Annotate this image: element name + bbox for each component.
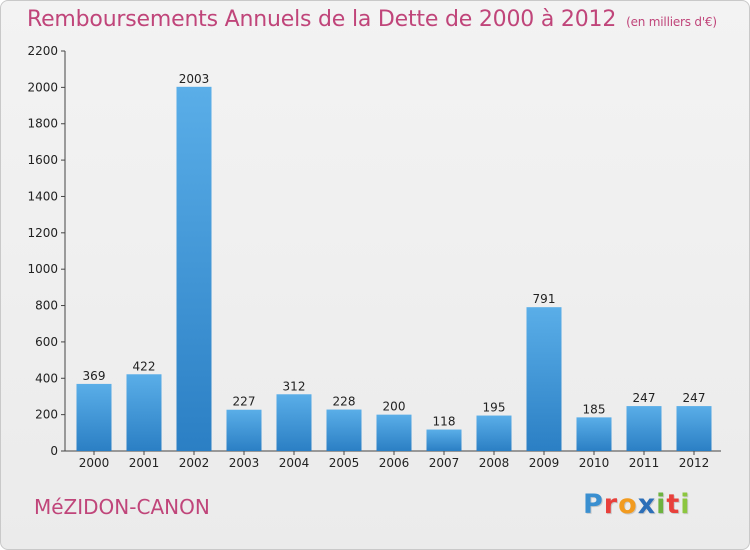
bar-2008 bbox=[476, 415, 512, 451]
x-tick-label-2006: 2006 bbox=[379, 456, 410, 470]
y-tick-label: 1800 bbox=[27, 117, 58, 131]
x-tick-label-2011: 2011 bbox=[629, 456, 660, 470]
data-label-2005: 228 bbox=[333, 395, 356, 409]
bar-2001 bbox=[126, 374, 162, 451]
y-tick-label: 2200 bbox=[27, 44, 58, 58]
proxiti-logo[interactable]: Proxiti bbox=[583, 489, 691, 520]
bar-2011 bbox=[626, 406, 662, 451]
data-label-2002: 2003 bbox=[179, 72, 210, 86]
bar-2002 bbox=[176, 86, 212, 452]
bar-2004 bbox=[276, 394, 312, 451]
x-tick-label-2008: 2008 bbox=[479, 456, 510, 470]
y-tick-label: 1000 bbox=[27, 262, 58, 276]
bar-2009 bbox=[526, 307, 562, 451]
x-tick-label-2012: 2012 bbox=[679, 456, 710, 470]
bar-2003 bbox=[226, 409, 262, 451]
data-label-2010: 185 bbox=[583, 402, 606, 416]
data-label-2011: 247 bbox=[633, 391, 656, 405]
data-label-2003: 227 bbox=[233, 395, 256, 409]
y-tick-label: 2000 bbox=[27, 80, 58, 94]
data-label-2001: 422 bbox=[133, 359, 156, 373]
y-tick-label: 600 bbox=[35, 335, 58, 349]
x-tick-label-2004: 2004 bbox=[279, 456, 310, 470]
x-tick-label-2010: 2010 bbox=[579, 456, 610, 470]
y-tick-label: 200 bbox=[35, 408, 58, 422]
place-name: MéZIDON-CANON bbox=[34, 495, 210, 519]
x-tick-label-2005: 2005 bbox=[329, 456, 360, 470]
data-label-2004: 312 bbox=[283, 379, 306, 393]
data-label-2006: 200 bbox=[383, 400, 406, 414]
x-tick-label-2009: 2009 bbox=[529, 456, 560, 470]
y-tick-label: 800 bbox=[35, 299, 58, 313]
bar-2000 bbox=[76, 383, 112, 451]
bar-2010 bbox=[576, 417, 612, 451]
bar-2005 bbox=[326, 409, 362, 451]
x-tick-label-2003: 2003 bbox=[229, 456, 260, 470]
chart-bars: 369 422 2003 227 312 228 200 118 195 791 185 247 247 bbox=[76, 72, 712, 452]
data-label-2009: 791 bbox=[533, 292, 556, 306]
bar-2012 bbox=[676, 406, 712, 451]
chart-title: Remboursements Annuels de la Dette de 20… bbox=[27, 7, 717, 32]
chart-axes: 0 200 400 600 800 1000 1200 1400 1600 1800 2000 220… bbox=[27, 44, 721, 470]
data-label-2007: 118 bbox=[433, 415, 456, 429]
chart-title-text: Remboursements Annuels de la Dette de 20… bbox=[27, 7, 617, 32]
data-label-2012: 247 bbox=[683, 391, 706, 405]
x-tick-label-2007: 2007 bbox=[429, 456, 460, 470]
x-tick-label-2001: 2001 bbox=[129, 456, 160, 470]
bar-2006 bbox=[376, 414, 412, 451]
chart-subtitle: (en milliers d'€) bbox=[626, 15, 717, 29]
y-tick-label: 400 bbox=[35, 371, 58, 385]
bar-2007 bbox=[426, 429, 462, 451]
data-label-2008: 195 bbox=[483, 401, 506, 415]
y-tick-label: 1600 bbox=[27, 153, 58, 167]
y-tick-label: 0 bbox=[50, 444, 58, 458]
y-tick-label: 1400 bbox=[27, 189, 58, 203]
x-tick-label-2002: 2002 bbox=[179, 456, 210, 470]
y-tick-label: 1200 bbox=[27, 226, 58, 240]
data-label-2000: 369 bbox=[83, 369, 106, 383]
x-tick-label-2000: 2000 bbox=[79, 456, 110, 470]
